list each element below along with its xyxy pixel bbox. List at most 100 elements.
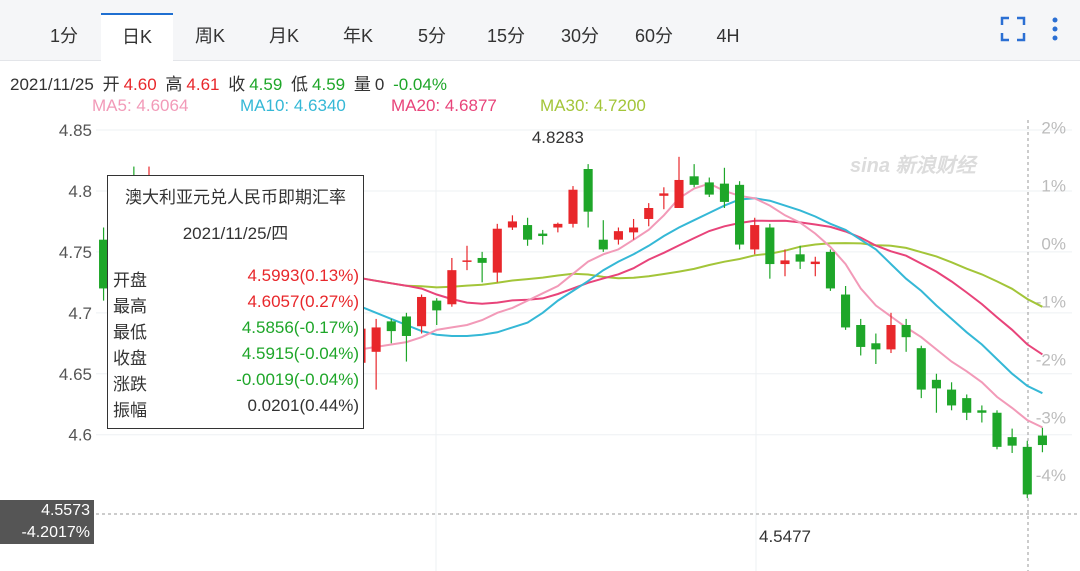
tab-5min[interactable]: 5分 xyxy=(417,26,446,46)
tooltip-row-low: 最低 4.5856(-0.17%) xyxy=(113,318,359,342)
candle-body xyxy=(977,410,987,413)
candle-body xyxy=(765,227,775,265)
ma5-label: MA5: 4.6064 xyxy=(92,96,189,115)
candle-body xyxy=(901,325,911,338)
pct-tick-label: -2% xyxy=(1036,350,1066,369)
more-vertical-icon[interactable] xyxy=(1050,16,1060,48)
candle-body xyxy=(492,228,502,273)
tab-60min[interactable]: 60分 xyxy=(634,26,674,46)
candle-body xyxy=(583,169,593,212)
tooltip-value: 4.5915(-0.04%) xyxy=(241,344,359,363)
high-label: 高 xyxy=(165,75,183,94)
high-value: 4.61 xyxy=(186,75,220,94)
tab-30min[interactable]: 30分 xyxy=(560,26,600,46)
date-text: 2021/11/25 xyxy=(10,75,94,94)
candle-body xyxy=(810,261,820,265)
tab-15min[interactable]: 15分 xyxy=(486,26,526,46)
tooltip-key: 最高 xyxy=(113,297,147,316)
candle-body xyxy=(916,348,926,390)
tooltip-value: 4.5856(-0.17%) xyxy=(241,318,359,337)
tooltip-key: 最低 xyxy=(113,323,147,342)
tooltip-row-change: 涨跌 -0.0019(-0.04%) xyxy=(113,370,359,394)
timeframe-tabbar: 1分 日K 周K 月K 年K 5分 15分 30分 60分 4H xyxy=(0,0,1080,61)
volume-value: 0 xyxy=(374,75,385,94)
candle-body xyxy=(523,225,533,240)
low-label: 低 xyxy=(291,75,309,94)
pct-tick-label: 2% xyxy=(1041,118,1066,137)
candle-body xyxy=(886,325,896,350)
candle-body xyxy=(931,379,941,389)
candle-body xyxy=(689,176,699,185)
candle-body xyxy=(462,260,472,262)
candle-body xyxy=(401,316,411,336)
pct-tick-label: -3% xyxy=(1036,408,1066,427)
ma10-line xyxy=(315,197,1043,395)
candle-body xyxy=(719,183,729,202)
price-annotation: 4.5477 xyxy=(759,527,811,546)
y-tick-label: 4.85 xyxy=(59,121,92,140)
tab-monthly[interactable]: 月K xyxy=(268,26,299,46)
watermark-logo: sina 新浪财经 xyxy=(850,154,979,177)
candle-body xyxy=(538,233,548,237)
tooltip-key: 收盘 xyxy=(113,349,147,368)
tooltip-date: 2021/11/25/四 xyxy=(182,224,289,243)
close-value: 4.59 xyxy=(249,75,283,94)
tooltip-row-high: 最高 4.6057(0.27%) xyxy=(113,292,359,316)
y-tick-label: 4.75 xyxy=(59,243,92,262)
pct-tick-label: 0% xyxy=(1041,234,1066,253)
candle-body xyxy=(568,189,578,224)
pct-tick-label: -1% xyxy=(1036,292,1066,311)
candle-body xyxy=(659,193,669,196)
candle-body xyxy=(841,294,851,328)
tooltip-value: 0.0201(0.44%) xyxy=(247,396,359,415)
crosshair-price: 4.5573 xyxy=(41,502,90,519)
crosshair-pct: -4.2017% xyxy=(21,524,91,541)
tooltip-value: 4.6057(0.27%) xyxy=(247,292,359,311)
tab-yearly[interactable]: 年K xyxy=(342,26,373,46)
candle-body xyxy=(371,327,381,352)
candle-body xyxy=(432,300,442,311)
candle-body xyxy=(825,251,835,289)
tooltip-key: 振幅 xyxy=(113,401,147,420)
tab-1min[interactable]: 1分 xyxy=(49,26,78,46)
price-annotation: 4.8283 xyxy=(532,128,584,147)
tooltip-panel: 澳大利亚元兑人民币即期汇率 2021/11/25/四 开盘 4.5993(0.13… xyxy=(107,175,364,429)
candle-body xyxy=(871,343,881,350)
tooltip-row-open: 开盘 4.5993(0.13%) xyxy=(113,266,359,290)
candle-body xyxy=(962,398,972,413)
candle-body xyxy=(992,412,1002,447)
tab-4h[interactable]: 4H xyxy=(716,26,740,46)
candle-body xyxy=(644,208,654,219)
y-tick-label: 4.7 xyxy=(68,304,92,323)
candle-body xyxy=(735,184,745,245)
change-value: -0.04% xyxy=(393,75,447,94)
tooltip-value: -0.0019(-0.04%) xyxy=(236,370,359,389)
candle-body xyxy=(629,227,639,233)
tooltip-value: 4.5993(0.13%) xyxy=(247,266,359,285)
tooltip-row-amplitude: 振幅 0.0201(0.44%) xyxy=(113,396,359,420)
candle-body xyxy=(99,239,109,289)
open-value: 4.60 xyxy=(123,75,157,94)
candle-body xyxy=(613,231,623,240)
fullscreen-icon[interactable] xyxy=(1000,16,1026,48)
pct-tick-label: -4% xyxy=(1036,466,1066,485)
candle-body xyxy=(674,179,684,208)
close-label: 收 xyxy=(228,75,246,94)
tooltip-row-close: 收盘 4.5915(-0.04%) xyxy=(113,344,359,368)
tab-daily[interactable]: 日K xyxy=(101,13,173,61)
tooltip-key: 涨跌 xyxy=(113,375,147,394)
candle-body xyxy=(1007,437,1017,446)
candle-body xyxy=(750,225,760,250)
ma20-label: MA20: 4.6877 xyxy=(391,96,497,115)
candle-body xyxy=(1037,435,1047,446)
tab-weekly[interactable]: 周K xyxy=(194,26,225,46)
candle-body xyxy=(704,182,714,195)
candle-body xyxy=(1022,446,1032,495)
candle-body xyxy=(417,296,427,327)
open-label: 开 xyxy=(102,75,120,94)
crosshair-price-tag: 4.5573 -4.2017% xyxy=(0,500,94,544)
candle-body xyxy=(795,254,805,262)
y-tick-label: 4.65 xyxy=(59,365,92,384)
ma30-label: MA30: 4.7200 xyxy=(540,96,646,115)
